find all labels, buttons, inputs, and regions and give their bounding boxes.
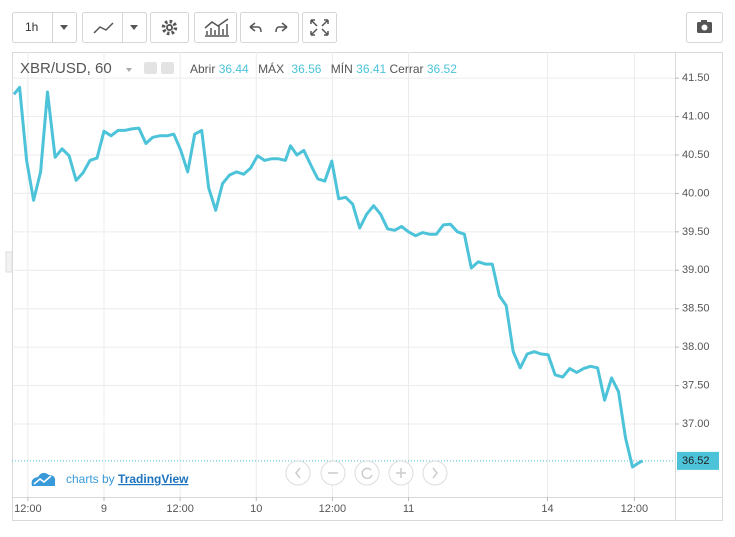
x-tick-label: 9 — [101, 503, 107, 515]
grid — [12, 52, 675, 497]
camera-icon — [701, 20, 707, 23]
scroll-right-button[interactable] — [422, 460, 448, 486]
y-tick-label: 38.50 — [682, 303, 710, 315]
camera-icon — [701, 24, 708, 31]
interval-button[interactable] — [12, 12, 77, 43]
high-value: 36.56 — [291, 62, 321, 76]
dropdown-arrow — [130, 25, 138, 30]
undo-icon — [249, 22, 262, 33]
navigation — [285, 460, 448, 486]
title-dropdown — [126, 68, 132, 72]
interval-label[interactable]: 1h — [25, 20, 38, 34]
x-tick-label: 12:00 — [14, 503, 42, 515]
x-tick-label: 11 — [403, 503, 414, 515]
tradingview-logo — [33, 475, 52, 485]
y-tick-label: 40.50 — [682, 149, 710, 161]
side-handle[interactable] — [5, 251, 13, 273]
y-tick-label: 41.00 — [682, 110, 710, 122]
x-tick-label: 12:00 — [621, 503, 649, 515]
y-tick-label: 39.00 — [682, 264, 710, 276]
navigation-icons — [295, 467, 438, 480]
chart-frame — [12, 52, 723, 521]
y-tick-label: 41.50 — [682, 72, 710, 84]
fullscreen-icon — [310, 19, 329, 36]
low-label: MÍN — [331, 61, 353, 76]
x-tick-label: 12:00 — [166, 503, 194, 515]
last-price-label: 36.52 — [682, 455, 710, 467]
branding-prefix: charts by — [66, 472, 115, 486]
eye-icon[interactable] — [144, 62, 157, 74]
line-icon — [93, 22, 114, 34]
toolbar: 1h — [12, 12, 723, 43]
reset-button[interactable] — [354, 460, 380, 486]
indicators-button[interactable] — [194, 12, 237, 43]
plot — [12, 85, 675, 469]
indicators-icon — [204, 18, 229, 37]
low-value: 36.41 — [356, 62, 386, 76]
y-tick-label: 37.50 — [682, 379, 710, 391]
high-label: MÁX — [258, 61, 284, 76]
chart-style-button[interactable] — [82, 12, 147, 43]
close-value: 36.52 — [427, 62, 457, 76]
undo-redo-button[interactable] — [240, 12, 299, 43]
y-tick-label: 39.50 — [682, 226, 710, 238]
open-value: 36.44 — [219, 62, 249, 76]
scroll-left-button[interactable] — [285, 460, 311, 486]
branding-name[interactable]: TradingView — [118, 472, 189, 486]
tradingview-logo — [31, 472, 56, 486]
y-tick-label: 38.00 — [682, 341, 710, 353]
price-line — [12, 85, 644, 469]
fullscreen-button[interactable] — [302, 12, 337, 43]
ohlc-legend: Abrir 36.44 MÁX 36.56 MÍN 36.41 Cerrar 3… — [190, 61, 457, 76]
symbol-title: XBR/USD, 60 — [20, 60, 112, 77]
redo-icon — [275, 22, 288, 33]
open-label: Abrir — [190, 62, 215, 76]
y-tick-label: 40.00 — [682, 187, 710, 199]
last-price-badge — [677, 451, 719, 470]
gear-icon — [167, 25, 172, 30]
gear-icon — [161, 19, 178, 36]
x-tick-label: 12:00 — [319, 503, 347, 515]
dropdown-arrow — [60, 25, 68, 30]
settings-icon[interactable] — [161, 62, 174, 74]
x-tick-label: 10 — [250, 503, 262, 515]
close-label: Cerrar — [390, 62, 424, 76]
y-tick-label: 37.00 — [682, 418, 710, 430]
x-tick-label: 14 — [541, 503, 553, 515]
branding[interactable]: charts by TradingView — [66, 472, 189, 486]
